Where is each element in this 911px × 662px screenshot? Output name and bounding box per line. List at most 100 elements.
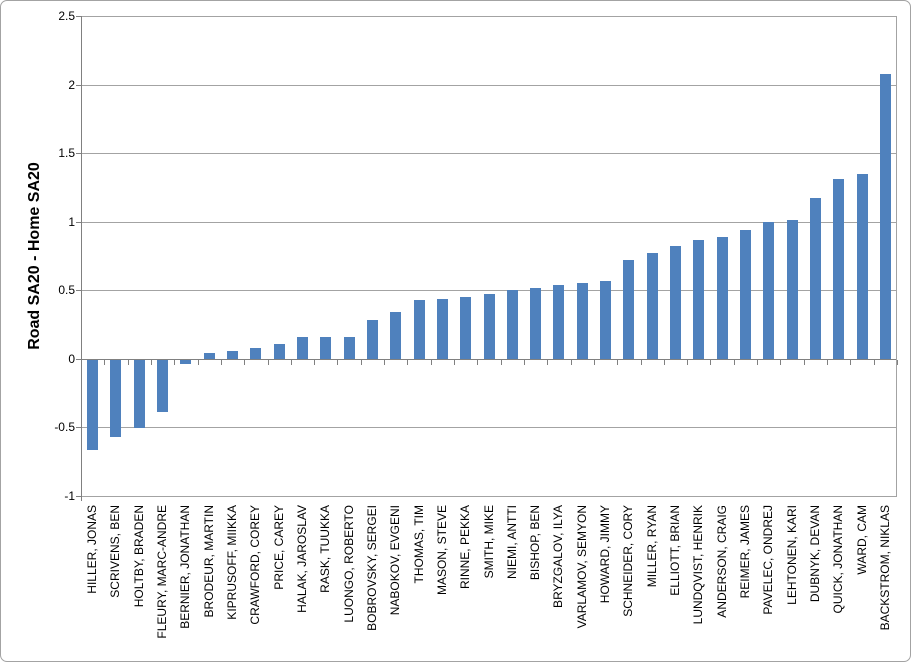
x-axis-tick xyxy=(640,359,642,365)
x-axis-tick xyxy=(220,359,222,365)
x-axis-tick xyxy=(873,359,875,365)
bar xyxy=(600,280,612,359)
x-category-label: DUBNYK, DEVAN xyxy=(807,505,822,603)
y-tick-label: 0 xyxy=(68,351,75,366)
x-category-label: NIEMI, ANTTI xyxy=(504,505,519,580)
x-axis-tick xyxy=(407,359,409,365)
bar xyxy=(390,312,402,359)
gridline xyxy=(81,16,897,17)
y-tick-label: 2 xyxy=(68,77,75,92)
bar xyxy=(460,297,472,359)
x-category-label: NABOKOV, EVGENI xyxy=(388,505,403,616)
x-category-label: BRYZGALOV, ILYA xyxy=(551,505,566,608)
bar xyxy=(623,260,635,359)
x-category-label: VARLAMOV, SEMYON xyxy=(574,505,589,629)
bar xyxy=(133,359,145,429)
x-category-label: HALAK, JAROSLAV xyxy=(294,505,309,613)
x-category-label: BISHOP, BEN xyxy=(528,505,543,581)
x-category-label: SCRIVENS, BEN xyxy=(108,505,123,598)
bar xyxy=(576,283,588,359)
y-axis-title: Road SA20 - Home SA20 xyxy=(26,162,43,350)
x-category-label: BERNIER, JONATHAN xyxy=(178,505,193,629)
y-axis-tick xyxy=(76,496,81,497)
y-axis-tick xyxy=(76,427,81,429)
x-axis-tick xyxy=(570,359,572,365)
y-tick-label: 2.5 xyxy=(58,9,75,23)
x-axis-tick xyxy=(500,359,502,365)
x-category-label: PAVELEC, ONDREJ xyxy=(761,505,776,615)
x-axis-tick xyxy=(897,359,898,365)
x-category-label: ANDERSON, CRAIG xyxy=(714,505,729,618)
bar xyxy=(366,320,378,359)
x-axis-tick xyxy=(593,359,595,365)
x-category-label: MASON, STEVE xyxy=(434,505,449,596)
bar xyxy=(273,343,285,359)
bar xyxy=(786,220,798,359)
bar xyxy=(809,198,821,359)
x-category-label: ELLIOTT, BRIAN xyxy=(668,505,682,596)
bar xyxy=(506,290,518,359)
plot-right-border xyxy=(896,16,897,496)
bar xyxy=(250,347,262,359)
bar xyxy=(879,73,891,359)
y-axis-tick xyxy=(76,16,81,17)
x-axis-tick xyxy=(663,359,665,365)
plot-area xyxy=(76,16,898,501)
bar xyxy=(436,298,448,359)
x-axis-tick xyxy=(267,359,269,365)
x-axis-tick xyxy=(827,359,829,365)
gridline xyxy=(81,153,897,155)
x-axis-tick xyxy=(757,359,759,365)
x-category-label: REIMER, JAMES xyxy=(737,505,752,599)
bar xyxy=(553,284,565,359)
x-axis-tick xyxy=(290,359,292,365)
bar xyxy=(483,294,495,359)
x-axis-tick xyxy=(244,359,246,365)
bar xyxy=(320,336,332,359)
x-axis-tick xyxy=(337,359,339,365)
bar xyxy=(530,287,542,359)
x-axis-tick xyxy=(454,359,456,365)
x-axis-tick xyxy=(174,359,176,365)
x-category-label: FLEURY, MARC-ANDRE xyxy=(155,505,170,639)
x-axis-tick xyxy=(430,359,432,365)
y-tick-label: 1.5 xyxy=(58,146,75,161)
y-axis-tick xyxy=(76,290,81,292)
x-axis-tick xyxy=(850,359,852,365)
y-axis-tick xyxy=(76,221,81,223)
y-tick-label: -1 xyxy=(64,489,75,503)
x-category-label: LUONGO, ROBERTO xyxy=(341,505,356,623)
bar xyxy=(716,236,728,359)
x-category-label: BACKSTROM, NIKLAS xyxy=(877,505,892,631)
bar xyxy=(110,359,122,437)
x-category-label: MILLER, RYAN xyxy=(644,505,659,588)
bar xyxy=(227,350,239,359)
x-category-label: LUNDQVIST, HENRIK xyxy=(691,505,706,625)
x-category-label: WARD, CAM xyxy=(854,505,869,575)
x-axis-tick xyxy=(710,359,712,365)
x-category-label: CRAWFORD, COREY xyxy=(248,505,263,625)
x-axis-tick xyxy=(384,359,386,365)
x-category-label: HILLER, JONAS xyxy=(85,505,100,594)
y-axis-tick xyxy=(76,358,81,360)
gridline xyxy=(81,221,897,223)
x-category-label: HOLTBY, BRADEN xyxy=(131,505,146,608)
y-tick-label: -0.5 xyxy=(54,420,75,435)
bar xyxy=(693,239,705,359)
bar xyxy=(833,179,845,359)
bar xyxy=(203,353,215,359)
x-category-label: LEHTONEN, KARI xyxy=(784,505,799,605)
x-category-label: SCHNEIDER, CORY xyxy=(621,505,636,617)
bar xyxy=(343,336,355,359)
x-axis-tick xyxy=(803,359,805,365)
gridline xyxy=(81,290,897,292)
bar xyxy=(763,221,775,359)
x-axis-tick xyxy=(547,359,549,365)
bar xyxy=(739,229,751,359)
bar xyxy=(180,359,192,364)
x-axis-line xyxy=(81,358,897,360)
x-axis-tick xyxy=(687,359,689,365)
x-category-label: PRICE, CAREY xyxy=(271,505,286,590)
x-axis-tick xyxy=(314,359,316,365)
bar xyxy=(413,299,425,359)
